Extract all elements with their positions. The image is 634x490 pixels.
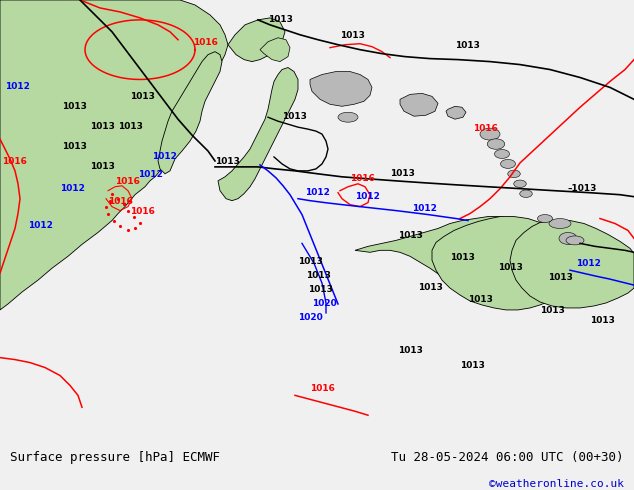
Text: 1012: 1012 [355,192,380,201]
Polygon shape [0,0,228,310]
Text: 1012: 1012 [576,259,601,268]
Ellipse shape [514,180,526,188]
Polygon shape [158,51,222,174]
Ellipse shape [338,112,358,122]
Text: ©weatheronline.co.uk: ©weatheronline.co.uk [489,479,624,489]
Text: 1012: 1012 [412,203,437,213]
Text: 1013: 1013 [498,263,523,272]
Polygon shape [432,217,578,310]
Text: Surface pressure [hPa] ECMWF: Surface pressure [hPa] ECMWF [10,451,220,464]
Text: 1013: 1013 [455,41,480,49]
Text: 1013: 1013 [460,361,485,369]
Text: 1020: 1020 [312,299,337,308]
Ellipse shape [549,219,571,228]
Text: 1016: 1016 [473,124,498,133]
Text: 1013: 1013 [306,271,331,280]
Polygon shape [510,220,634,308]
Ellipse shape [495,149,510,158]
Text: 1012: 1012 [5,82,30,92]
Text: 1016: 1016 [130,207,155,216]
Ellipse shape [538,215,552,222]
Text: 1013: 1013 [298,257,323,266]
Text: 1013: 1013 [282,112,307,121]
Ellipse shape [566,236,584,245]
Text: 1013: 1013 [590,316,615,325]
Text: 1016: 1016 [193,38,218,47]
Polygon shape [310,72,372,106]
Text: 1016: 1016 [108,196,133,206]
Text: 1013: 1013 [468,295,493,304]
Text: 1013: 1013 [398,231,423,241]
Text: 1013: 1013 [540,306,565,315]
Text: 1013: 1013 [215,157,240,166]
Text: –1013: –1013 [568,184,597,193]
Ellipse shape [488,139,505,149]
Text: 1013: 1013 [90,122,115,131]
Polygon shape [0,0,30,189]
Polygon shape [218,68,298,201]
Text: 1012: 1012 [28,221,53,230]
Ellipse shape [559,232,577,245]
Text: 1016: 1016 [115,177,140,186]
Text: 1013: 1013 [308,285,333,294]
Text: 1013: 1013 [62,142,87,151]
Text: 1012: 1012 [152,152,177,161]
Text: 1020: 1020 [298,313,323,322]
Polygon shape [400,94,438,116]
Text: 1013: 1013 [268,15,293,24]
Text: 1013: 1013 [548,273,573,282]
Text: 1013: 1013 [90,162,115,171]
Text: 1016: 1016 [2,157,27,166]
Text: 1013: 1013 [418,283,443,292]
Polygon shape [446,106,466,119]
Text: 1013: 1013 [390,169,415,178]
Text: 1016: 1016 [350,174,375,183]
Polygon shape [260,38,290,62]
Text: 1013: 1013 [340,31,365,40]
Text: 1012: 1012 [60,184,85,193]
Text: Tu 28-05-2024 06:00 UTC (00+30): Tu 28-05-2024 06:00 UTC (00+30) [391,451,624,464]
Text: 1013: 1013 [118,122,143,131]
Text: 1012: 1012 [305,188,330,196]
Polygon shape [355,217,552,294]
Text: 1012: 1012 [138,170,163,179]
Ellipse shape [520,190,533,197]
Text: 1013: 1013 [130,92,155,101]
Polygon shape [228,18,285,62]
Text: 1013: 1013 [398,345,423,355]
Ellipse shape [480,128,500,140]
Ellipse shape [508,170,521,177]
Text: 1013: 1013 [450,253,475,262]
Text: 1013: 1013 [62,102,87,111]
Text: 1016: 1016 [310,384,335,393]
Ellipse shape [500,159,515,169]
